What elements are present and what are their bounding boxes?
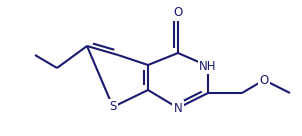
Text: NH: NH	[199, 60, 217, 72]
Text: S: S	[109, 101, 117, 114]
Text: N: N	[174, 101, 182, 115]
Text: O: O	[259, 73, 268, 86]
Text: O: O	[173, 7, 183, 19]
